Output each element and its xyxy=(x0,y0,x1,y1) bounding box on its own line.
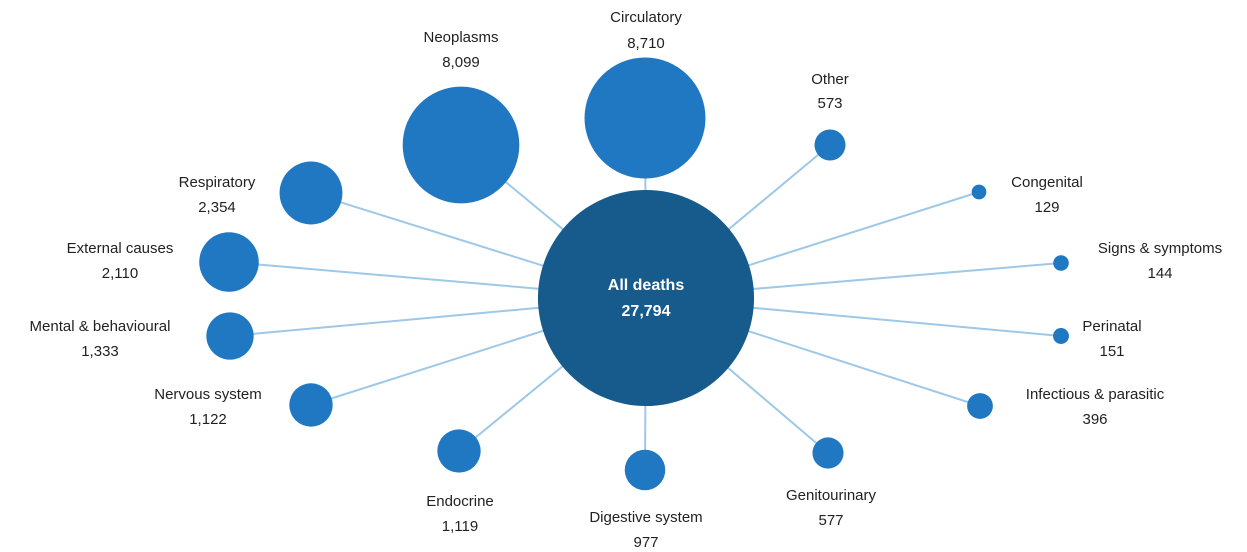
bubble xyxy=(584,57,706,179)
labels: Circulatory 8,710 Other 573 Congenital 129 Sig… xyxy=(30,9,1223,551)
bubble xyxy=(289,383,333,427)
value-label: 2,110 xyxy=(102,265,138,282)
value-label: 1,119 xyxy=(442,518,478,535)
bubble xyxy=(814,129,846,161)
category-label: Perinatal xyxy=(1082,318,1141,335)
category-label: Congenital xyxy=(1011,174,1083,191)
bubble xyxy=(624,449,666,491)
bubble xyxy=(967,393,993,419)
category-label: Neoplasms xyxy=(423,29,498,46)
category-label: Endocrine xyxy=(426,493,494,510)
center-bubble xyxy=(537,189,755,407)
category-label: Genitourinary xyxy=(786,487,877,504)
value-label: 129 xyxy=(1034,199,1059,216)
bubble xyxy=(199,232,259,292)
value-label: 577 xyxy=(818,512,843,529)
category-label: Respiratory xyxy=(179,174,256,191)
category-label: Signs & symptoms xyxy=(1098,240,1222,257)
value-label: 977 xyxy=(633,534,658,551)
value-label: 573 xyxy=(817,95,842,112)
category-label: Mental & behavioural xyxy=(30,318,171,335)
category-label: Circulatory xyxy=(610,9,682,26)
center-value: 27,794 xyxy=(622,303,671,320)
value-label: 8,099 xyxy=(442,54,480,71)
bubble xyxy=(279,161,343,225)
value-label: 8,710 xyxy=(627,35,665,52)
category-label: Other xyxy=(811,71,849,88)
bubble xyxy=(437,429,481,473)
bubble xyxy=(1053,255,1069,271)
category-label: Nervous system xyxy=(154,386,262,403)
category-label: Infectious & parasitic xyxy=(1026,386,1165,403)
value-label: 144 xyxy=(1147,265,1172,282)
bubble xyxy=(206,312,254,360)
center-label: All deaths xyxy=(608,277,685,294)
value-label: 1,122 xyxy=(189,411,227,428)
bubble xyxy=(1053,328,1069,344)
value-label: 151 xyxy=(1099,343,1124,360)
category-label: Digestive system xyxy=(589,509,702,526)
value-label: 1,333 xyxy=(81,343,119,360)
value-label: 396 xyxy=(1082,411,1107,428)
bubble xyxy=(812,437,844,469)
category-label: External causes xyxy=(67,240,174,257)
bubble xyxy=(402,86,520,204)
value-label: 2,354 xyxy=(198,199,236,216)
bubble xyxy=(971,184,987,200)
bubbles xyxy=(199,57,1069,491)
